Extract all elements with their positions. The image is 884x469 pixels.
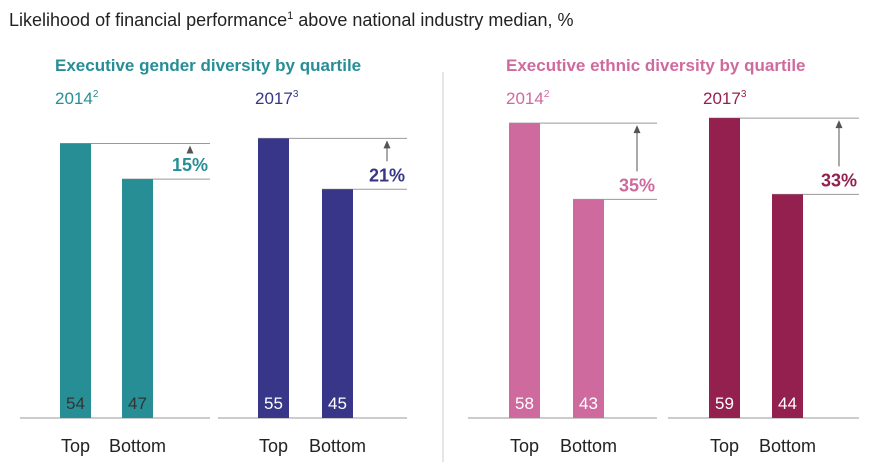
chart-title: Likelihood of financial performance1 abo… bbox=[9, 10, 573, 30]
year-label-ethnic-2017: 20173 bbox=[703, 89, 747, 108]
value-label-top-ethnic-2014: 58 bbox=[515, 394, 534, 413]
value-label-top-gender-2017: 55 bbox=[264, 394, 283, 413]
bar-top-gender-2014 bbox=[60, 143, 91, 418]
year-text: 2017 bbox=[255, 89, 293, 108]
diff-label-ethnic-2014: 35% bbox=[619, 175, 655, 195]
year-text: 2014 bbox=[55, 89, 93, 108]
group-title-ethnic: Executive ethnic diversity by quartile bbox=[506, 56, 806, 75]
category-label-top-ethnic-2014: Top bbox=[510, 436, 539, 456]
year-text: 2014 bbox=[506, 89, 544, 108]
year-label-ethnic-2014: 20142 bbox=[506, 89, 550, 108]
value-label-bottom-ethnic-2017: 44 bbox=[778, 394, 797, 413]
category-label-top-gender-2014: Top bbox=[61, 436, 90, 456]
value-label-bottom-gender-2017: 45 bbox=[328, 394, 347, 413]
value-label-top-ethnic-2017: 59 bbox=[715, 394, 734, 413]
diff-arrow-head-ethnic-2014 bbox=[633, 125, 641, 134]
chart-title-rest: above national industry median, % bbox=[293, 10, 573, 30]
bar-top-ethnic-2017 bbox=[709, 118, 740, 418]
value-label-bottom-ethnic-2014: 43 bbox=[579, 394, 598, 413]
bar-bottom-gender-2017 bbox=[322, 189, 353, 418]
value-label-top-gender-2014: 54 bbox=[66, 394, 85, 413]
value-label-bottom-gender-2014: 47 bbox=[128, 394, 147, 413]
category-label-top-gender-2017: Top bbox=[259, 436, 288, 456]
category-label-bottom-gender-2014: Bottom bbox=[109, 436, 166, 456]
bar-bottom-gender-2014 bbox=[122, 179, 153, 418]
diff-arrow-head-ethnic-2017 bbox=[835, 120, 843, 129]
diff-label-ethnic-2017: 33% bbox=[821, 170, 857, 190]
year-footnote: 3 bbox=[293, 89, 299, 100]
diff-label-gender-2014: 15% bbox=[172, 155, 208, 175]
category-label-top-ethnic-2017: Top bbox=[710, 436, 739, 456]
group-title-gender: Executive gender diversity by quartile bbox=[55, 56, 361, 75]
bar-bottom-ethnic-2017 bbox=[772, 194, 803, 418]
category-label-bottom-gender-2017: Bottom bbox=[309, 436, 366, 456]
diff-label-gender-2017: 21% bbox=[369, 165, 405, 185]
chart-title-main: Likelihood of financial performance bbox=[9, 10, 287, 30]
year-text: 2017 bbox=[703, 89, 741, 108]
year-footnote: 3 bbox=[741, 89, 747, 100]
year-footnote: 2 bbox=[544, 89, 550, 100]
year-label-gender-2017: 20173 bbox=[255, 89, 299, 108]
bar-top-ethnic-2014 bbox=[509, 123, 540, 419]
bar-bottom-ethnic-2014 bbox=[573, 199, 604, 418]
bar-top-gender-2017 bbox=[258, 138, 289, 418]
diff-arrow-head-gender-2017 bbox=[383, 140, 391, 149]
year-label-gender-2014: 20142 bbox=[55, 89, 99, 108]
year-footnote: 2 bbox=[93, 89, 99, 100]
category-label-bottom-ethnic-2014: Bottom bbox=[560, 436, 617, 456]
chart-title-footnote: 1 bbox=[287, 10, 293, 22]
diff-arrow-head-gender-2014 bbox=[186, 145, 194, 154]
category-label-bottom-ethnic-2017: Bottom bbox=[759, 436, 816, 456]
